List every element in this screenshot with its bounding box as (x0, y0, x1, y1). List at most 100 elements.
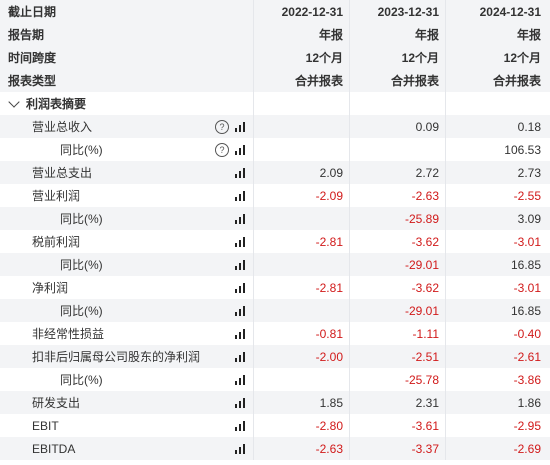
value-cell (253, 368, 349, 391)
row-label: EBIT (0, 414, 253, 437)
row-label-text: 营业利润 (32, 189, 81, 203)
value-cell: 2.31 (349, 391, 445, 414)
value-cell: -3.37 (349, 437, 445, 460)
help-icon[interactable]: ? (215, 142, 229, 157)
row-icons (235, 437, 245, 460)
row-label: 非经常性损益 (0, 322, 253, 345)
header-date-1[interactable]: 2022-12-31 (253, 0, 349, 23)
value-cell (253, 207, 349, 230)
bar-chart-icon[interactable] (235, 328, 245, 339)
row-label-text: 净利润 (32, 281, 69, 295)
table-row: 非经常性损益 -0.81 -1.11 -0.40 (0, 322, 550, 345)
header-row-date: 截止日期 2022-12-31 2023-12-31 2024-12-31 (0, 0, 550, 23)
value-cell: -2.63 (349, 184, 445, 207)
value-cell: -3.61 (349, 414, 445, 437)
bar-chart-icon[interactable] (235, 397, 245, 408)
header-label-report: 报告期 (8, 28, 45, 42)
header-type-1: 合并报表 (253, 69, 349, 92)
row-label: 营业总支出 (0, 161, 253, 184)
table-row: 同比(%)? 106.53 (0, 138, 550, 161)
table-row: 营业利润 -2.09 -2.63 -2.55 (0, 184, 550, 207)
table-row: 研发支出 1.85 2.31 1.86 (0, 391, 550, 414)
table-body: 营业总收入? 0.09 0.18 同比(%)? 106.53 营业总支出 2.09 2.72 2… (0, 115, 550, 460)
value-cell: 1.85 (253, 391, 349, 414)
value-cell: 0.18 (445, 115, 549, 138)
row-label: 净利润 (0, 276, 253, 299)
bar-chart-icon[interactable] (235, 236, 245, 247)
section-header[interactable]: 利润表摘要 (0, 92, 253, 115)
row-label: 同比(%) (0, 368, 253, 391)
bar-chart-icon[interactable] (235, 420, 245, 431)
table-row: 营业总收入? 0.09 0.18 (0, 115, 550, 138)
row-label: 税前利润 (0, 230, 253, 253)
row-icons (235, 299, 245, 322)
help-icon[interactable]: ? (215, 119, 229, 134)
value-cell: 3.09 (445, 207, 549, 230)
section-title: 利润表摘要 (26, 97, 87, 111)
value-cell: -25.89 (349, 207, 445, 230)
row-label-text: 同比(%) (60, 304, 103, 318)
row-label-text: 同比(%) (60, 143, 103, 157)
row-label: 营业总收入? (0, 115, 253, 138)
value-cell: 16.85 (445, 299, 549, 322)
value-cell: 0.09 (349, 115, 445, 138)
row-icons (235, 253, 245, 276)
value-cell: -2.55 (445, 184, 549, 207)
row-label-text: 营业总收入 (32, 120, 93, 134)
value-cell: -29.01 (349, 253, 445, 276)
bar-chart-icon[interactable] (235, 351, 245, 362)
row-label: 同比(%) (0, 253, 253, 276)
row-label-text: 同比(%) (60, 258, 103, 272)
value-cell: 2.72 (349, 161, 445, 184)
table-row: 同比(%) -25.89 3.09 (0, 207, 550, 230)
header-span-3: 12个月 (445, 46, 549, 69)
bar-chart-icon[interactable] (235, 121, 245, 132)
header-row-type: 报表类型 合并报表 合并报表 合并报表 (0, 69, 550, 92)
row-label: 同比(%) (0, 207, 253, 230)
row-label: 同比(%)? (0, 138, 253, 161)
table-row: EBITDA -2.63 -3.37 -2.69 (0, 437, 550, 460)
bar-chart-icon[interactable] (235, 190, 245, 201)
bar-chart-icon[interactable] (235, 144, 245, 155)
value-cell: -2.09 (253, 184, 349, 207)
value-cell: -2.81 (253, 230, 349, 253)
header-report-1: 年报 (253, 23, 349, 46)
value-cell: -3.86 (445, 368, 549, 391)
bar-chart-icon[interactable] (235, 305, 245, 316)
row-icons (235, 184, 245, 207)
section-row[interactable]: 利润表摘要 (0, 92, 550, 115)
header-span-2: 12个月 (349, 46, 445, 69)
bar-chart-icon[interactable] (235, 443, 245, 454)
value-cell (253, 138, 349, 161)
row-icons (235, 230, 245, 253)
header-date-3[interactable]: 2024-12-31 (445, 0, 549, 23)
table-row: 同比(%) -29.01 16.85 (0, 253, 550, 276)
value-cell: -0.81 (253, 322, 349, 345)
header-report-3: 年报 (445, 23, 549, 46)
table-row: 净利润 -2.81 -3.62 -3.01 (0, 276, 550, 299)
bar-chart-icon[interactable] (235, 167, 245, 178)
value-cell: -3.01 (445, 230, 549, 253)
header-date-2[interactable]: 2023-12-31 (349, 0, 445, 23)
value-cell: -3.01 (445, 276, 549, 299)
row-icons (235, 322, 245, 345)
chevron-down-icon[interactable] (8, 95, 20, 108)
bar-chart-icon[interactable] (235, 259, 245, 270)
row-icons (235, 391, 245, 414)
header-row-report: 报告期 年报 年报 年报 (0, 23, 550, 46)
bar-chart-icon[interactable] (235, 282, 245, 293)
row-label-text: EBITDA (32, 441, 76, 456)
row-label-text: 税前利润 (32, 235, 81, 249)
row-icons (235, 414, 245, 437)
value-cell (349, 138, 445, 161)
table-row: EBIT -2.80 -3.61 -2.95 (0, 414, 550, 437)
value-cell: -2.51 (349, 345, 445, 368)
row-label-text: 营业总支出 (32, 166, 93, 180)
row-icons: ? (215, 138, 245, 161)
bar-chart-icon[interactable] (235, 374, 245, 385)
value-cell (253, 115, 349, 138)
value-cell: 106.53 (445, 138, 549, 161)
value-cell: -2.63 (253, 437, 349, 460)
bar-chart-icon[interactable] (235, 213, 245, 224)
